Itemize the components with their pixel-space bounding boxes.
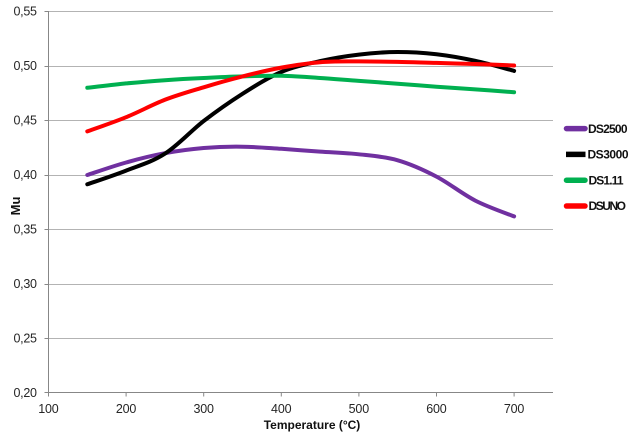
svg-text:300: 300 <box>193 402 214 416</box>
svg-text:600: 600 <box>426 402 447 416</box>
svg-text:DS3000: DS3000 <box>588 148 629 162</box>
svg-text:0,35: 0,35 <box>14 223 38 237</box>
svg-text:0,45: 0,45 <box>14 114 38 128</box>
svg-text:DS2500: DS2500 <box>588 122 628 136</box>
svg-text:DS1.11: DS1.11 <box>589 173 624 187</box>
svg-text:500: 500 <box>349 402 370 416</box>
svg-text:Mu: Mu <box>8 197 23 216</box>
svg-text:0,55: 0,55 <box>14 5 38 19</box>
svg-text:0,50: 0,50 <box>14 59 38 73</box>
svg-text:Temperature (°C): Temperature (°C) <box>264 418 361 432</box>
svg-text:400: 400 <box>271 402 292 416</box>
svg-text:0,30: 0,30 <box>14 277 38 291</box>
svg-text:0,25: 0,25 <box>14 332 38 346</box>
svg-text:200: 200 <box>116 402 137 416</box>
svg-text:DSUNO: DSUNO <box>589 199 627 213</box>
svg-text:100: 100 <box>38 402 59 416</box>
svg-text:0,40: 0,40 <box>14 168 38 182</box>
svg-text:700: 700 <box>504 402 525 416</box>
svg-text:0,20: 0,20 <box>14 386 38 400</box>
